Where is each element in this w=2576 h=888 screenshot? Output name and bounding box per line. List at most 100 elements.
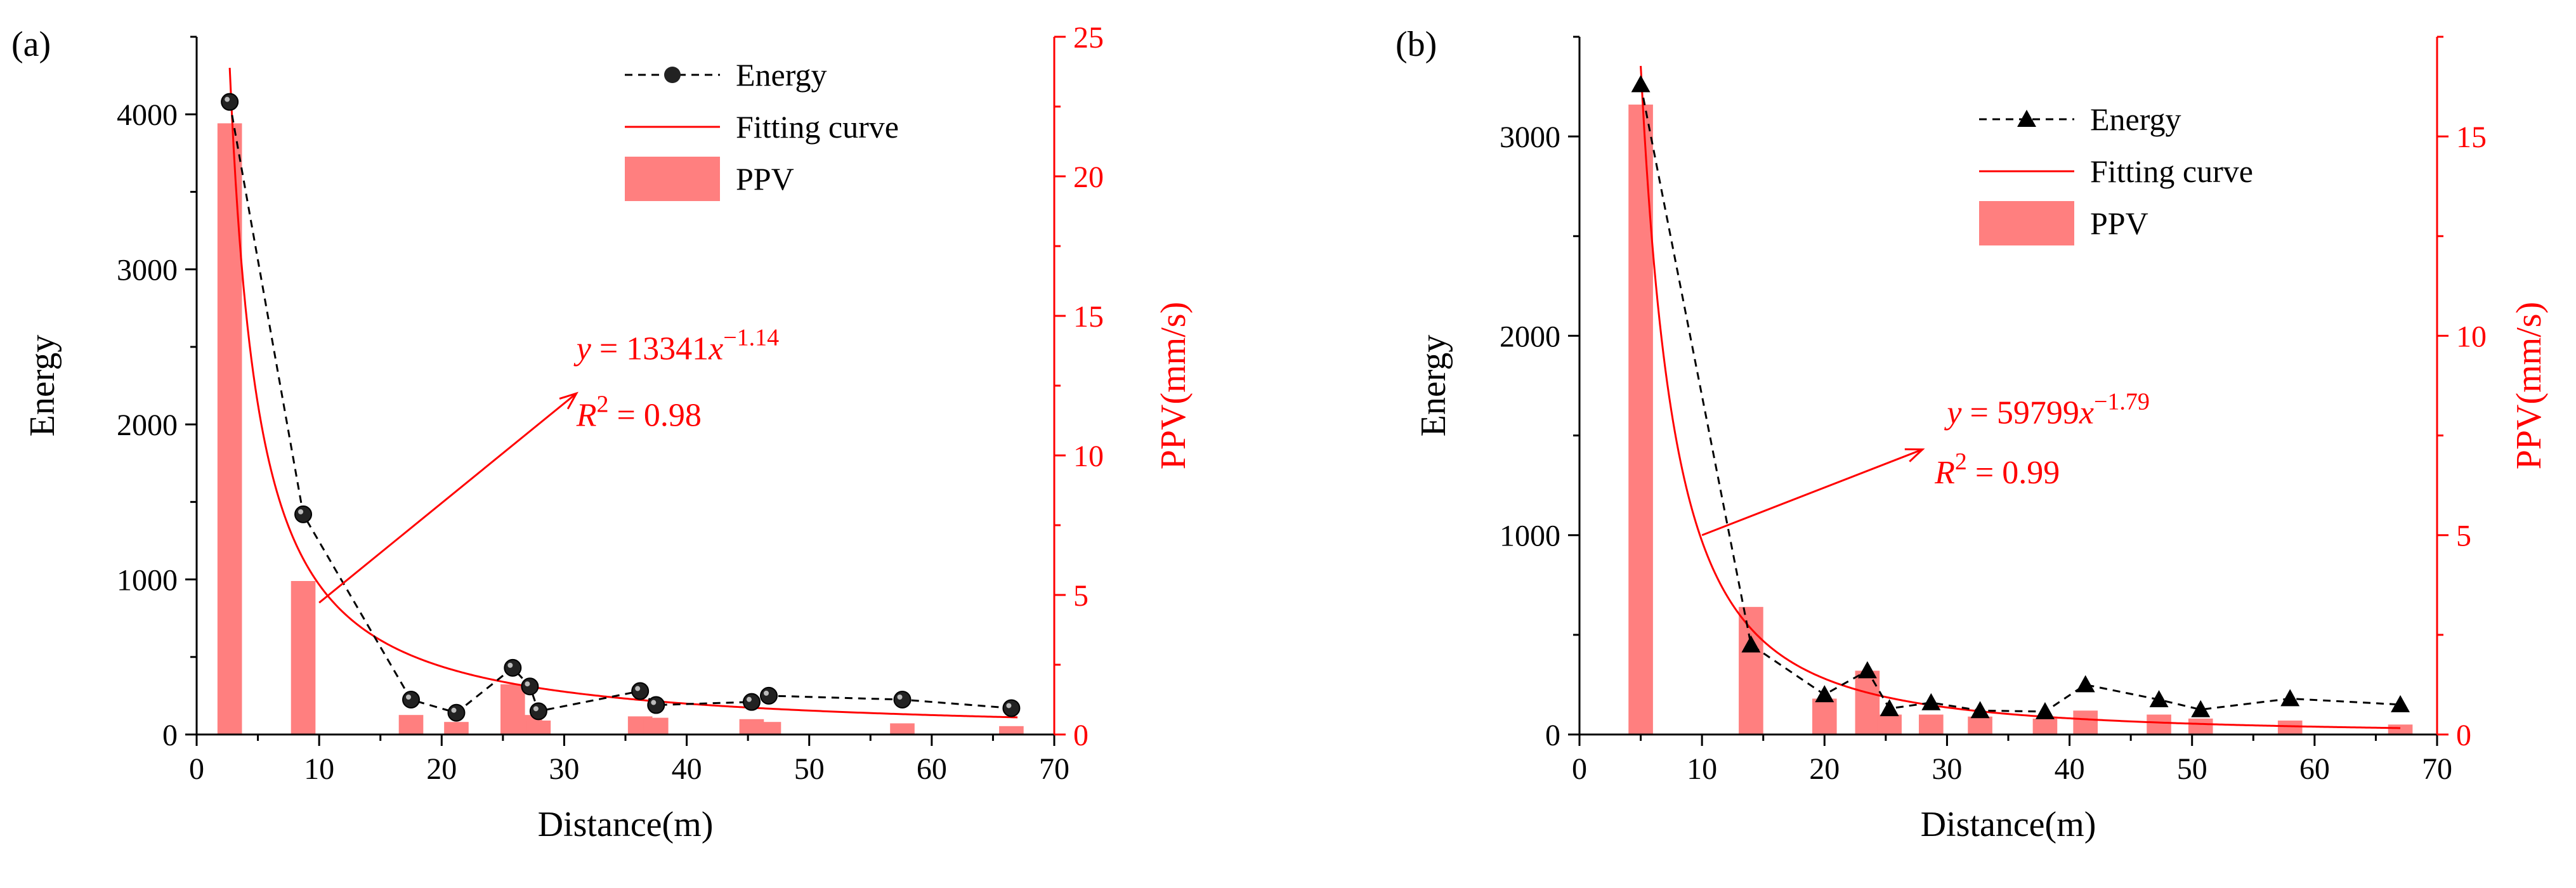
legend: Energy Fitting curve PPV xyxy=(1979,101,2253,245)
eq-exponent: −1.14 xyxy=(723,324,779,351)
right-y-tick-label: 15 xyxy=(1073,300,1104,334)
panel-label: (a) xyxy=(11,25,51,64)
ppv-bar xyxy=(1855,670,1880,735)
energy-point xyxy=(1002,699,1021,717)
ppv-bar xyxy=(2147,714,2171,735)
x-axis-title: Distance(m) xyxy=(538,805,714,844)
r2-superscript: 2 xyxy=(597,391,609,418)
fit-equation: y = 13341x−1.14 xyxy=(573,324,779,367)
energy-point xyxy=(521,677,539,696)
energy-point-highlight xyxy=(635,686,641,691)
left-y-tick-label: 4000 xyxy=(117,98,178,132)
right-y-tick-label: 5 xyxy=(1073,579,1089,613)
ppv-bar xyxy=(398,715,424,735)
energy-point xyxy=(1857,661,1877,679)
energy-point-highlight xyxy=(746,696,752,702)
r2-label: R xyxy=(1934,455,1955,491)
eq-x: x xyxy=(2079,395,2094,431)
ppv-bar xyxy=(2388,724,2413,735)
right-y-tick-label: 20 xyxy=(1073,160,1104,194)
r2-label: R xyxy=(576,398,597,434)
energy-point xyxy=(1970,701,1990,719)
energy-point xyxy=(294,505,313,523)
ppv-bar xyxy=(1968,716,1992,735)
ppv-bar xyxy=(999,726,1024,735)
energy-markers xyxy=(1631,75,2410,719)
energy-point xyxy=(742,693,761,711)
x-ticks: 0 10 20 30 40 50 60 70 xyxy=(1572,735,2452,786)
panel-label: (b) xyxy=(1396,25,1437,64)
energy-point xyxy=(1741,635,1761,653)
legend-fit-label: Fitting curve xyxy=(736,109,899,145)
x-tick-label: 10 xyxy=(304,752,334,786)
legend-ppv-swatch xyxy=(1979,201,2074,245)
fit-r-squared: R2 = 0.98 xyxy=(576,391,702,434)
x-tick-label: 40 xyxy=(672,752,702,786)
x-ticks: 0 10 20 30 40 50 60 70 xyxy=(189,735,1069,786)
x-tick-label: 30 xyxy=(549,752,579,786)
ppv-bar xyxy=(890,723,915,735)
x-tick-label: 60 xyxy=(917,752,947,786)
energy-point-highlight xyxy=(525,681,530,687)
energy-markers xyxy=(221,93,1021,722)
x-tick-label: 70 xyxy=(1039,752,1069,786)
r2-value: = 0.98 xyxy=(609,398,702,434)
left-y-tick-label: 2000 xyxy=(1500,320,1560,353)
ppv-bar xyxy=(2073,710,2098,735)
energy-point-highlight xyxy=(1006,703,1012,708)
ppv-bar xyxy=(1812,698,1837,735)
ppv-bar xyxy=(2032,718,2058,735)
eq-exponent: −1.79 xyxy=(2094,389,2150,415)
left-y-axis-title: Energy xyxy=(1414,335,1453,437)
left-y-tick-label: 0 xyxy=(1545,719,1560,752)
legend-energy-label: Energy xyxy=(736,57,827,93)
right-y-ticks: 0 5 10 15 xyxy=(2437,36,2487,752)
x-tick-label: 0 xyxy=(189,752,204,786)
left-y-tick-label: 3000 xyxy=(1500,121,1560,154)
left-y-tick-label: 1000 xyxy=(1500,519,1560,553)
x-tick-label: 20 xyxy=(426,752,457,786)
ppv-bar xyxy=(526,721,551,735)
fitting-curve xyxy=(228,67,1018,719)
energy-point xyxy=(2149,690,2169,707)
x-axis-title: Distance(m) xyxy=(1921,805,2096,844)
right-y-tick-label: 0 xyxy=(2456,719,2471,752)
energy-point xyxy=(2035,702,2055,719)
eq-y: y xyxy=(1944,395,1962,431)
energy-point xyxy=(631,682,650,700)
legend: Energy Fitting curve PPV xyxy=(625,57,899,201)
energy-point xyxy=(647,696,665,714)
legend-fit-label: Fitting curve xyxy=(2090,153,2253,189)
energy-point-highlight xyxy=(897,695,903,700)
ppv-bar xyxy=(444,722,469,735)
energy-point xyxy=(2280,689,2300,707)
left-y-tick-label: 3000 xyxy=(117,254,178,287)
ppv-bar xyxy=(291,581,316,735)
x-tick-label: 0 xyxy=(1572,752,1587,786)
x-tick-label: 10 xyxy=(1687,752,1717,786)
right-y-tick-label: 15 xyxy=(2456,121,2487,154)
ppv-bar xyxy=(1739,606,1763,735)
annotation-arrow xyxy=(1701,448,1923,537)
x-tick-label: 50 xyxy=(2177,752,2207,786)
legend-ppv-label: PPV xyxy=(736,161,794,197)
annotation-arrow-head xyxy=(559,391,579,410)
energy-point-highlight xyxy=(451,707,457,713)
x-tick-label: 70 xyxy=(2422,752,2452,786)
ppv-bar xyxy=(1919,714,1944,735)
energy-point xyxy=(504,658,522,677)
energy-point xyxy=(529,702,547,721)
right-y-axis-title: PPV(mm/s) xyxy=(2509,302,2549,470)
left-y-tick-label: 0 xyxy=(162,719,178,752)
ppv-bar xyxy=(2277,721,2303,735)
right-y-tick-label: 0 xyxy=(1073,719,1089,752)
energy-point-highlight xyxy=(225,96,230,102)
energy-point-highlight xyxy=(406,695,411,700)
energy-point xyxy=(1631,75,1651,93)
energy-point xyxy=(2191,700,2211,717)
energy-point xyxy=(1815,685,1834,703)
eq-x: x xyxy=(708,330,723,367)
x-tick-label: 40 xyxy=(2055,752,2085,786)
left-y-tick-label: 2000 xyxy=(117,408,178,442)
